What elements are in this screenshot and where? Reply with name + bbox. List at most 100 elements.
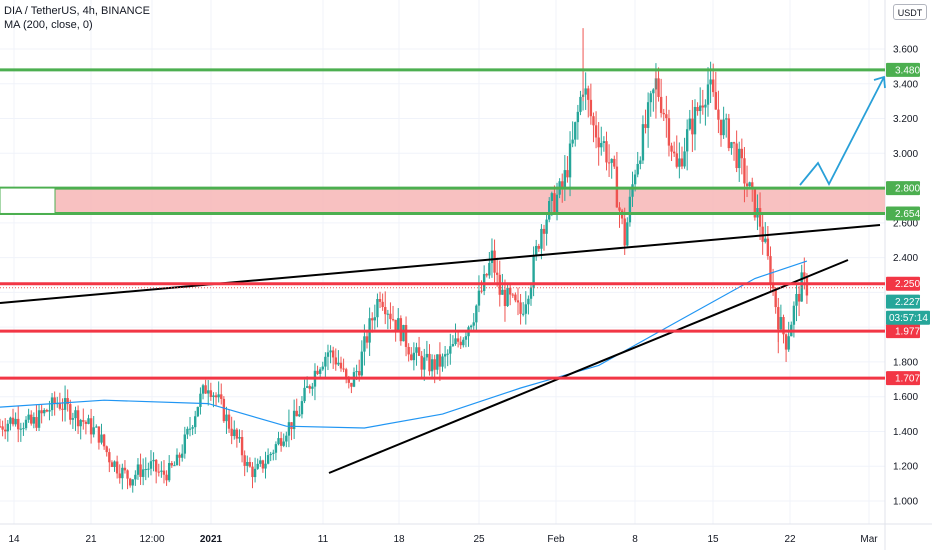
level-badge-bg bbox=[886, 62, 920, 77]
candle-body bbox=[329, 350, 332, 353]
candle-body bbox=[350, 382, 353, 387]
candle-body bbox=[105, 446, 108, 453]
candle-body bbox=[412, 352, 416, 361]
candle-body bbox=[797, 293, 801, 302]
candle-body bbox=[425, 353, 429, 358]
candle-body bbox=[233, 429, 236, 437]
time-tick: 18 bbox=[393, 534, 405, 545]
candle-body bbox=[594, 125, 598, 138]
candle-body bbox=[110, 462, 114, 467]
candle-body bbox=[696, 106, 699, 112]
candle-body bbox=[160, 470, 163, 472]
candle-body bbox=[631, 184, 634, 197]
candle-body bbox=[128, 478, 132, 486]
candle-body bbox=[279, 438, 283, 446]
candle-body bbox=[391, 319, 395, 321]
candle-body bbox=[561, 181, 564, 188]
candle-body bbox=[652, 89, 655, 94]
candle-body bbox=[287, 422, 291, 436]
currency-button[interactable]: USDT bbox=[893, 4, 927, 20]
candle-body bbox=[584, 88, 587, 95]
level-badge-bg bbox=[886, 276, 920, 291]
level-badge: 2.654 bbox=[895, 209, 920, 220]
candle-body bbox=[758, 208, 762, 227]
time-axis[interactable]: 14 21 12:00 2021 11 18 25 Feb 8 15 22 Mar bbox=[8, 534, 878, 545]
candle-body bbox=[618, 207, 621, 211]
candle-body bbox=[220, 394, 223, 399]
candle-body bbox=[748, 182, 751, 187]
price-tick: 3.600 bbox=[893, 45, 918, 56]
candle-body bbox=[121, 467, 124, 479]
candle-body bbox=[84, 421, 88, 424]
candle-body bbox=[397, 318, 400, 331]
time-tick: 2021 bbox=[200, 534, 223, 545]
candle-body bbox=[527, 298, 530, 305]
candle-body bbox=[43, 409, 46, 414]
candle-body bbox=[147, 468, 150, 470]
candle-body bbox=[456, 338, 460, 342]
candle-body bbox=[511, 294, 514, 296]
candle-body bbox=[371, 318, 374, 321]
candle-body bbox=[154, 459, 158, 472]
candle-body bbox=[256, 463, 259, 469]
candle-body bbox=[4, 429, 7, 432]
candle-body bbox=[433, 359, 436, 370]
candle-body bbox=[698, 105, 702, 112]
candle-body bbox=[516, 300, 520, 303]
candle-body bbox=[246, 462, 249, 466]
candle-body bbox=[74, 410, 77, 419]
candle-body bbox=[535, 245, 538, 256]
candle-body bbox=[290, 422, 293, 430]
candle-body bbox=[503, 289, 507, 307]
candle-body bbox=[373, 317, 377, 321]
candle-body bbox=[6, 423, 10, 432]
candle-body bbox=[199, 393, 202, 407]
price-tick: 1.800 bbox=[893, 357, 918, 368]
candle-body bbox=[92, 427, 95, 435]
candle-body bbox=[298, 414, 301, 417]
last-price-badge-bg bbox=[886, 294, 920, 309]
candle-body bbox=[646, 102, 650, 128]
candle-body bbox=[165, 474, 168, 481]
candle-body bbox=[113, 461, 116, 467]
horizontal-levels bbox=[0, 68, 885, 380]
candle-body bbox=[386, 313, 390, 315]
candle-body bbox=[227, 414, 231, 429]
candle-body bbox=[563, 170, 567, 188]
candle-body bbox=[115, 461, 119, 474]
candle-body bbox=[745, 183, 749, 187]
candle-body bbox=[305, 386, 309, 388]
candle-body bbox=[459, 341, 462, 346]
candle-body bbox=[548, 200, 551, 220]
candle-body bbox=[644, 124, 647, 128]
candle-body bbox=[76, 410, 80, 427]
candle-body bbox=[657, 78, 660, 97]
candle-body bbox=[480, 290, 483, 292]
candle-body bbox=[407, 346, 410, 355]
candle-body bbox=[493, 250, 496, 273]
candle-body bbox=[597, 137, 600, 148]
candle-body bbox=[610, 158, 613, 163]
candle-body bbox=[342, 368, 345, 370]
candle-body bbox=[238, 437, 241, 439]
candle-body bbox=[613, 158, 616, 167]
level-badge: 2.800 bbox=[895, 184, 920, 195]
candle-body bbox=[495, 272, 499, 275]
candle-body bbox=[131, 479, 134, 486]
candle-body bbox=[506, 287, 509, 307]
candle-body bbox=[118, 473, 121, 479]
ma-200-line bbox=[0, 260, 808, 429]
candle-body bbox=[462, 339, 465, 346]
candle-body bbox=[87, 418, 90, 424]
candle-body bbox=[735, 143, 738, 169]
candle-body bbox=[784, 334, 788, 350]
candle-body bbox=[678, 158, 681, 167]
candle-body bbox=[717, 109, 720, 120]
candle-body bbox=[1, 426, 4, 430]
candle-body bbox=[194, 416, 197, 428]
price-axis[interactable]: 3.600 3.400 3.200 3.000 2.600 2.400 1.800 1.600… bbox=[893, 45, 918, 508]
candle-body bbox=[532, 255, 535, 288]
candle-body bbox=[71, 418, 75, 420]
candle-body bbox=[339, 362, 343, 369]
